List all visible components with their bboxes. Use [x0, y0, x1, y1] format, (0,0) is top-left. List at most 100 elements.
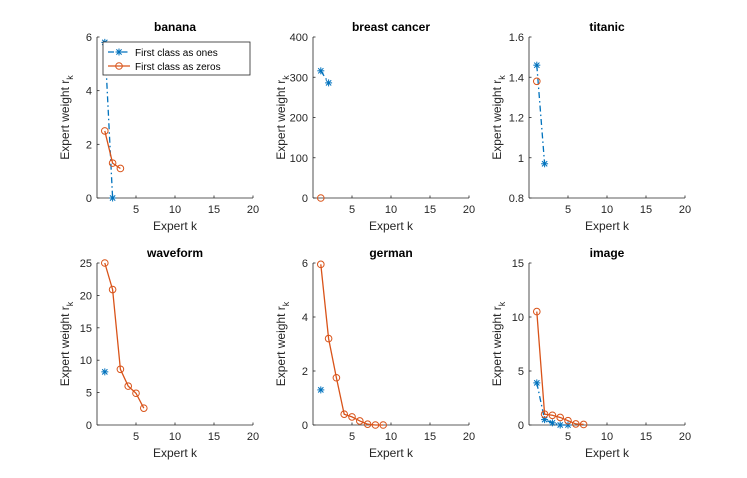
legend-label-zeros: First class as zeros — [135, 62, 221, 73]
series-first-class-zeros — [533, 307, 588, 429]
legend-box — [102, 41, 251, 76]
y-axis-label-subscript: k — [65, 75, 75, 80]
y-tick-label: 400 — [290, 32, 308, 44]
x-tick-label: 15 — [424, 204, 436, 216]
y-tick-label: 0 — [518, 420, 524, 432]
series-first-class-ones — [533, 61, 549, 168]
x-tick-label: 10 — [601, 204, 613, 216]
y-axis-label-subscript: k — [281, 301, 291, 306]
subplot-titanic: 5 10 15 20 0.8 1 1.2 1.4 1.6 titanic Expert k Exper… — [490, 20, 691, 233]
y-axis-label: Expert weight rk — [490, 75, 507, 160]
y-tick-label: 20 — [80, 290, 92, 302]
y-axis-label-main: Expert weight r — [274, 80, 288, 160]
data-point-circle — [108, 159, 117, 167]
x-axis-label: Expert k — [585, 219, 630, 233]
data-point-star — [317, 386, 325, 394]
series-line — [536, 65, 546, 164]
x-tick-label: 5 — [133, 204, 139, 216]
data-point-circle — [140, 404, 148, 412]
data-point-circle — [116, 164, 125, 173]
y-tick-label: 15 — [512, 258, 524, 270]
y-axis-label-main: Expert weight r — [58, 80, 72, 160]
subplot-waveform: 5 10 15 20 0 5 10 15 20 25 waveform Expert k Expert … — [58, 246, 259, 460]
x-tick-label: 20 — [679, 431, 691, 443]
data-point-star — [541, 160, 549, 168]
marker-stroke — [541, 416, 548, 423]
series-first-class-ones — [533, 379, 572, 429]
series-line — [104, 130, 121, 170]
series-first-class-zeros — [317, 260, 388, 429]
data-point-circle — [317, 194, 325, 202]
y-tick-label: 2 — [86, 139, 92, 151]
y-tick-label: 1.4 — [509, 72, 524, 84]
x-axis-label: Expert k — [153, 219, 198, 233]
marker-stroke — [541, 160, 548, 167]
series-first-class-zeros — [101, 259, 148, 412]
subplot-title: german — [369, 246, 412, 260]
y-axis-label: Expert weight rk — [274, 75, 291, 160]
subplot-image: 5 10 15 20 0 5 10 15 image Expert k Expert weight … — [490, 246, 691, 460]
marker-stroke — [557, 422, 564, 428]
marker-stroke — [549, 419, 556, 426]
x-tick-label: 10 — [385, 204, 397, 216]
series-line — [104, 42, 114, 199]
y-tick-label: 0 — [302, 193, 308, 205]
marker-stroke — [109, 195, 116, 201]
marker-stroke — [325, 79, 332, 86]
y-tick-label: 0 — [86, 193, 92, 205]
y-tick-label: 200 — [290, 113, 308, 125]
data-point-circle — [533, 77, 541, 86]
y-axis-label-subscript: k — [281, 75, 291, 80]
y-tick-label: 10 — [512, 312, 524, 324]
data-point-circle — [356, 417, 364, 425]
x-tick-label: 10 — [169, 204, 181, 216]
x-tick-label: 20 — [463, 431, 475, 443]
y-tick-label: 5 — [86, 388, 92, 400]
x-tick-label: 5 — [133, 431, 139, 443]
subplot-title: waveform — [146, 246, 203, 260]
series-first-class-ones — [101, 368, 109, 376]
data-point-star — [533, 379, 541, 387]
data-point-circle — [317, 260, 325, 269]
data-point-star — [109, 194, 117, 202]
data-point-circle — [548, 411, 557, 420]
y-axis-label: Expert weight rk — [490, 301, 507, 386]
y-axis-label: Expert weight rk — [58, 301, 75, 386]
subplot-title: breast cancer — [352, 20, 430, 34]
data-point-circle — [101, 259, 109, 267]
subplot-german: 5 10 15 20 0 2 4 6 german Expert k Expert weight r… — [274, 246, 475, 460]
data-point-circle — [533, 307, 541, 316]
y-axis-label-main: Expert weight r — [490, 80, 504, 160]
y-tick-label: 5 — [518, 366, 524, 378]
subplot-title: titanic — [589, 20, 625, 34]
x-tick-label: 5 — [349, 204, 355, 216]
data-point-circle — [579, 420, 588, 429]
data-point-star — [533, 61, 541, 69]
x-tick-label: 15 — [640, 204, 652, 216]
data-point-circle — [116, 365, 125, 374]
data-point-circle — [556, 413, 565, 422]
data-point-circle — [564, 416, 572, 425]
x-tick-label: 15 — [208, 431, 220, 443]
y-tick-label: 300 — [290, 72, 308, 84]
marker-stroke — [101, 368, 108, 375]
data-point-circle — [132, 389, 140, 398]
y-tick-label: 1 — [518, 153, 524, 165]
data-point-circle — [363, 420, 372, 428]
x-tick-label: 10 — [601, 431, 613, 443]
y-axis-label-main: Expert weight r — [490, 306, 504, 386]
data-point-circle — [340, 410, 349, 419]
series-first-class-zeros — [317, 194, 325, 202]
data-point-circle — [124, 382, 132, 390]
y-axis-label: Expert weight rk — [274, 301, 291, 386]
data-point-star — [101, 368, 109, 376]
x-axis-label: Expert k — [585, 446, 630, 460]
series-first-class-ones — [317, 386, 325, 394]
legend-marker-zeros — [115, 62, 123, 70]
x-tick-label: 5 — [349, 431, 355, 443]
series-first-class-zeros — [533, 77, 541, 86]
y-tick-label: 0.8 — [509, 193, 524, 205]
marker-stroke — [116, 49, 122, 55]
data-point-circle — [371, 421, 380, 429]
